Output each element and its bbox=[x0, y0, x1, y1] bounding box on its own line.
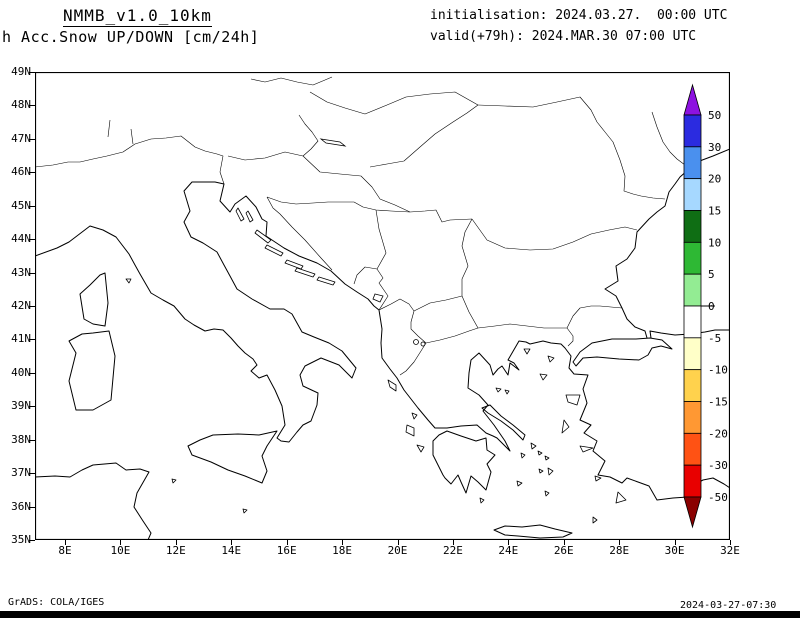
coastlines bbox=[35, 148, 730, 540]
lat-tick bbox=[29, 172, 35, 174]
lon-label: 18E bbox=[332, 544, 353, 557]
lon-label: 12E bbox=[165, 544, 186, 557]
lat-tick bbox=[29, 72, 35, 73]
lon-label: 14E bbox=[221, 544, 242, 557]
lat-label: 44N bbox=[11, 232, 31, 246]
lat-tick bbox=[29, 473, 35, 475]
lat-tick bbox=[29, 506, 35, 508]
colorbar-arrow-bottom bbox=[683, 496, 702, 529]
lon-tick bbox=[397, 540, 399, 545]
colorbar-segment bbox=[683, 146, 702, 180]
lat-label: 49N bbox=[11, 65, 31, 78]
initialisation-time: initialisation: 2024.03.27. 00:00 UTC bbox=[430, 8, 728, 23]
lon-label: 10E bbox=[110, 544, 131, 557]
colorbar-tick-label: -20 bbox=[708, 427, 728, 440]
grads-credit: GrADS: COLA/IGES bbox=[8, 597, 105, 608]
lon-tick bbox=[563, 540, 565, 545]
lat-label: 43N bbox=[11, 265, 31, 279]
colorbar-tick-label: -50 bbox=[708, 491, 728, 504]
lon-tick bbox=[286, 540, 288, 545]
lon-tick bbox=[231, 540, 233, 545]
lon-label: 22E bbox=[442, 544, 463, 557]
lat-tick bbox=[29, 406, 35, 408]
colorbar-tick-label: 50 bbox=[708, 109, 721, 122]
lat-tick bbox=[29, 306, 35, 307]
lat-label: 37N bbox=[11, 466, 31, 480]
colorbar-tick-label: -15 bbox=[708, 395, 728, 408]
colorbar-tick-label: -30 bbox=[708, 459, 728, 472]
lat-label: 47N bbox=[11, 131, 31, 145]
lat-tick bbox=[29, 239, 35, 241]
product-title: h Acc.Snow UP/DOWN [cm/24h] bbox=[2, 28, 260, 46]
lon-tick bbox=[120, 540, 122, 545]
colorbar-tick-label: 10 bbox=[708, 236, 721, 249]
colorbar-segment bbox=[683, 114, 702, 148]
colorbar-segment bbox=[683, 337, 702, 371]
bottom-black-bar bbox=[0, 611, 800, 618]
lon-tick bbox=[508, 540, 510, 545]
lon-label: 28E bbox=[609, 544, 630, 557]
colorbar-segment bbox=[683, 369, 702, 402]
lat-tick bbox=[29, 439, 35, 441]
colorbar-tick-label: 5 bbox=[708, 268, 715, 281]
colorbar-segment bbox=[683, 464, 702, 498]
lat-tick bbox=[29, 339, 35, 341]
lon-label: 16E bbox=[276, 544, 297, 557]
lon-label: 26E bbox=[553, 544, 574, 557]
colorbar-tick-label: -5 bbox=[708, 332, 721, 345]
colorbar-tick-label: 20 bbox=[708, 173, 721, 186]
colorbar-segment bbox=[683, 178, 702, 211]
lat-label: 38N bbox=[11, 432, 31, 446]
lat-tick bbox=[29, 540, 35, 541]
lat-tick bbox=[29, 205, 35, 207]
lon-tick bbox=[619, 540, 621, 545]
colorbar-segment bbox=[683, 305, 702, 339]
lon-tick bbox=[674, 540, 676, 545]
lon-tick bbox=[452, 540, 454, 545]
lat-label: 39N bbox=[11, 399, 31, 413]
lat-tick bbox=[29, 138, 35, 140]
lat-tick bbox=[29, 272, 35, 274]
islands bbox=[125, 207, 627, 524]
creation-timestamp: 2024-03-27-07:30 bbox=[680, 600, 777, 611]
lat-label: 41N bbox=[11, 332, 31, 346]
map-frame bbox=[35, 72, 730, 540]
colorbar-tick-label: 30 bbox=[708, 141, 721, 154]
colorbar-segment bbox=[683, 401, 702, 434]
lon-label: 32E bbox=[720, 544, 740, 557]
colorbar-tick-label: -10 bbox=[708, 364, 728, 377]
model-title: NMMB_v1.0_10km bbox=[63, 6, 212, 27]
colorbar-segment bbox=[683, 210, 702, 243]
lat-label: 35N bbox=[11, 533, 31, 546]
lat-label: 46N bbox=[11, 165, 31, 179]
lon-tick bbox=[65, 540, 66, 545]
lon-tick bbox=[730, 540, 731, 545]
colorbar-arrow-top bbox=[683, 83, 702, 116]
lon-label: 8E bbox=[58, 544, 72, 557]
lon-tick bbox=[175, 540, 177, 545]
lat-label: 42N bbox=[11, 299, 31, 312]
country-borders bbox=[35, 76, 692, 376]
colorbar-tick-label: 15 bbox=[708, 204, 721, 217]
colorbar-tick-label: 0 bbox=[708, 300, 715, 313]
lat-tick bbox=[29, 105, 35, 107]
lat-label: 40N bbox=[11, 365, 31, 379]
lat-tick bbox=[29, 372, 35, 374]
map-canvas bbox=[35, 72, 730, 540]
valid-time: valid(+79h): 2024.MAR.30 07:00 UTC bbox=[430, 29, 697, 44]
lat-label: 48N bbox=[11, 98, 31, 112]
colorbar-segment bbox=[683, 273, 702, 307]
lon-label: 20E bbox=[387, 544, 408, 557]
colorbar-segment bbox=[683, 241, 702, 275]
lon-label: 30E bbox=[664, 544, 685, 557]
lon-label: 24E bbox=[498, 544, 519, 557]
lat-label: 36N bbox=[11, 499, 31, 513]
lakes bbox=[319, 138, 426, 347]
lat-label: 45N bbox=[11, 198, 31, 212]
colorbar-segment bbox=[683, 432, 702, 466]
lon-tick bbox=[342, 540, 344, 545]
